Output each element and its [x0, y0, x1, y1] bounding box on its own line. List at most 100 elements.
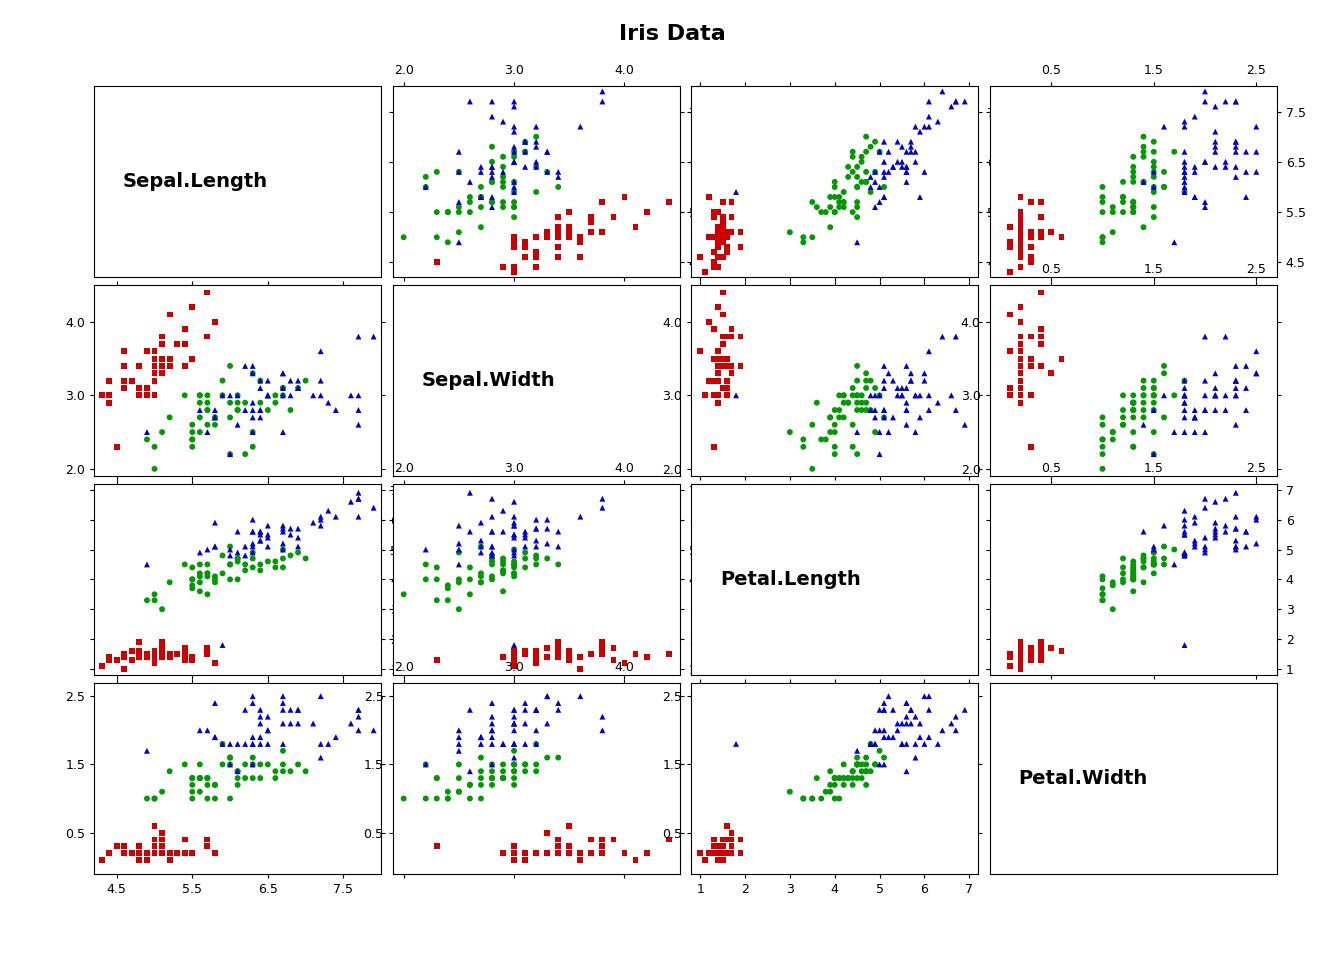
Point — [712, 831, 734, 847]
Point — [257, 530, 278, 545]
Point — [810, 432, 832, 447]
Point — [1133, 560, 1154, 575]
Point — [242, 512, 263, 527]
Point — [257, 554, 278, 569]
Point — [363, 500, 384, 516]
Point — [864, 723, 886, 738]
Point — [1153, 180, 1175, 195]
Point — [1113, 175, 1134, 190]
Point — [504, 518, 526, 534]
Point — [895, 402, 917, 418]
Point — [882, 730, 903, 745]
Point — [526, 155, 547, 170]
Point — [310, 688, 332, 704]
Point — [837, 169, 859, 184]
Point — [173, 652, 195, 667]
Point — [1009, 373, 1031, 389]
Point — [460, 778, 481, 793]
Point — [547, 225, 569, 240]
Point — [707, 852, 728, 868]
Point — [152, 366, 173, 381]
Point — [1009, 643, 1031, 659]
Point — [1009, 635, 1031, 650]
Point — [868, 144, 890, 159]
Point — [707, 250, 728, 265]
Point — [181, 784, 203, 800]
Point — [181, 417, 203, 432]
Point — [820, 200, 841, 215]
Point — [204, 846, 226, 861]
Point — [481, 524, 503, 540]
Point — [1009, 649, 1031, 664]
Point — [882, 159, 903, 175]
Point — [273, 518, 294, 534]
Point — [847, 756, 868, 772]
Point — [470, 200, 492, 215]
Point — [659, 831, 680, 847]
Point — [1009, 646, 1031, 661]
Point — [1009, 260, 1031, 276]
Point — [1142, 373, 1164, 389]
Point — [1091, 432, 1113, 447]
Point — [1142, 446, 1164, 462]
Point — [1184, 509, 1206, 524]
Point — [1009, 245, 1031, 260]
Point — [1173, 524, 1195, 540]
Point — [504, 557, 526, 572]
Point — [806, 200, 828, 215]
Point — [828, 410, 849, 425]
Point — [144, 643, 165, 659]
Point — [136, 646, 157, 661]
Point — [470, 515, 492, 530]
Point — [581, 214, 602, 229]
Point — [1153, 388, 1175, 403]
Point — [855, 366, 876, 381]
Point — [504, 778, 526, 793]
Point — [707, 846, 728, 861]
Point — [526, 260, 547, 276]
Point — [481, 194, 503, 209]
Point — [257, 723, 278, 738]
Point — [1173, 503, 1195, 518]
Point — [152, 839, 173, 854]
Point — [820, 410, 841, 425]
Point — [1173, 184, 1195, 200]
Point — [504, 568, 526, 584]
Point — [707, 846, 728, 861]
Point — [242, 695, 263, 710]
Point — [526, 245, 547, 260]
Point — [504, 175, 526, 190]
Point — [515, 524, 536, 540]
Point — [1009, 643, 1031, 659]
Point — [699, 846, 720, 861]
Point — [492, 770, 513, 785]
Point — [159, 763, 180, 779]
Point — [841, 388, 863, 403]
Point — [1009, 366, 1031, 381]
Point — [106, 439, 128, 454]
Point — [504, 565, 526, 581]
Point — [1215, 329, 1236, 345]
Point — [257, 388, 278, 403]
Point — [227, 551, 249, 566]
Point — [526, 846, 547, 861]
Point — [900, 373, 922, 389]
Point — [707, 351, 728, 367]
Point — [780, 225, 801, 240]
Point — [481, 189, 503, 204]
Point — [492, 503, 513, 518]
Point — [1133, 554, 1154, 569]
Point — [1184, 410, 1206, 425]
Point — [227, 554, 249, 569]
Point — [325, 509, 347, 524]
Point — [720, 194, 742, 209]
Point — [227, 778, 249, 793]
Point — [144, 592, 165, 608]
Point — [113, 649, 134, 664]
Point — [730, 329, 751, 345]
Point — [504, 643, 526, 659]
Point — [242, 730, 263, 745]
Point — [581, 646, 602, 661]
Point — [793, 432, 814, 447]
Point — [547, 831, 569, 847]
